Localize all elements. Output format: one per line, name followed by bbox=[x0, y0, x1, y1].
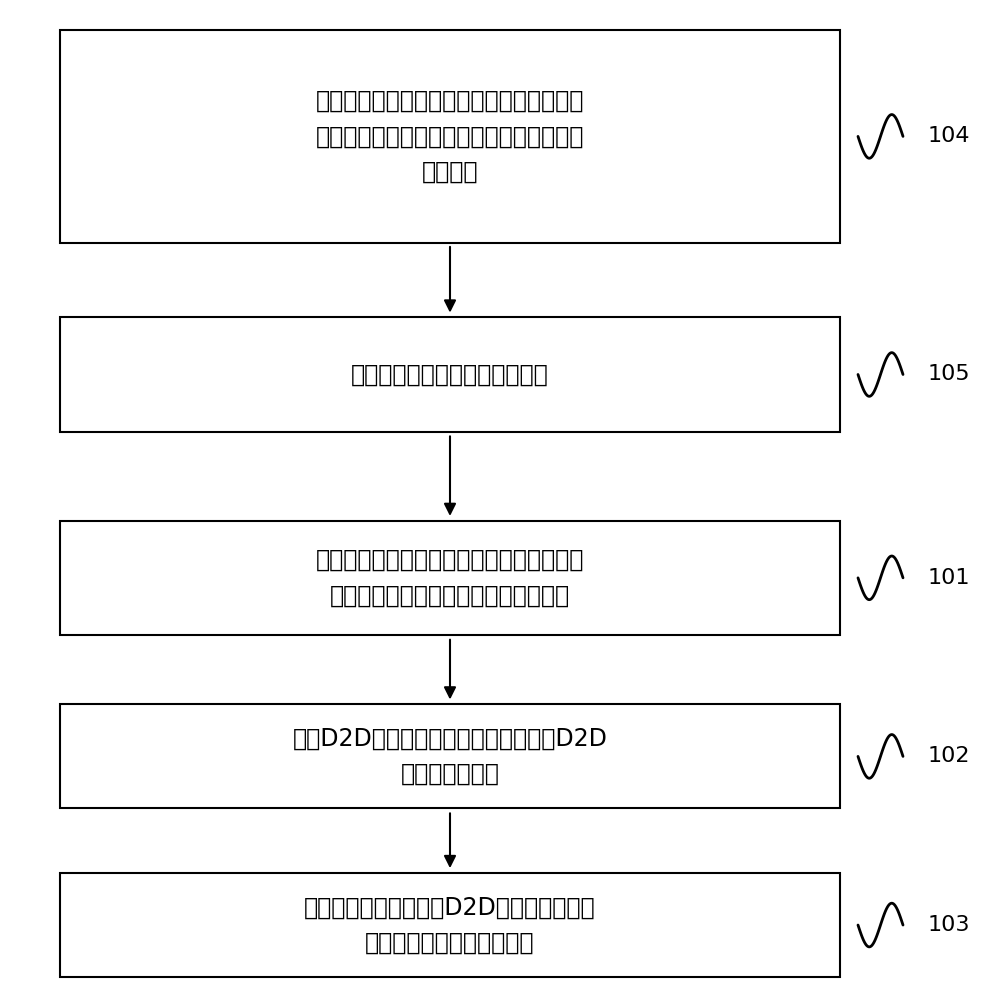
Text: 为所述若干个集合分配能量级别: 为所述若干个集合分配能量级别 bbox=[351, 362, 549, 387]
Text: 103: 103 bbox=[928, 915, 971, 935]
FancyBboxPatch shape bbox=[60, 704, 840, 808]
FancyBboxPatch shape bbox=[60, 873, 840, 977]
Text: 发送业务请求信息，所述业务请求信息中携
带有移动终端剩余能量级别、地理位置: 发送业务请求信息，所述业务请求信息中携 带有移动终端剩余能量级别、地理位置 bbox=[316, 549, 584, 607]
FancyBboxPatch shape bbox=[60, 521, 840, 635]
Text: 104: 104 bbox=[928, 126, 971, 147]
FancyBboxPatch shape bbox=[60, 317, 840, 432]
Text: 获取D2D簇信息，确定所述移动终端在D2D
簇中的节点类型: 获取D2D簇信息，确定所述移动终端在D2D 簇中的节点类型 bbox=[293, 727, 607, 786]
Text: 将所述移动终端能承受的最大能量值到零内
的所有能量值按从大到小顺序，平均分成若
干个集合: 将所述移动终端能承受的最大能量值到零内 的所有能量值按从大到小顺序，平均分成若 … bbox=[316, 89, 584, 184]
Text: 101: 101 bbox=[928, 567, 971, 588]
Text: 105: 105 bbox=[928, 364, 971, 385]
FancyBboxPatch shape bbox=[60, 30, 840, 243]
Text: 根据所述节点类型，与D2D簇中其他移动终
端协同执行相应的重传动作: 根据所述节点类型，与D2D簇中其他移动终 端协同执行相应的重传动作 bbox=[304, 896, 596, 954]
Text: 102: 102 bbox=[928, 746, 971, 767]
